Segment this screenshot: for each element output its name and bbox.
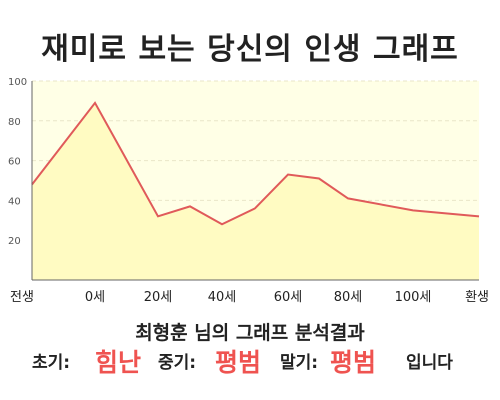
middle-label: 중기: [158,353,197,373]
y-tick-label: 20 [8,236,21,247]
early-label: 초기: [32,353,71,373]
y-tick-label: 40 [8,196,21,207]
y-tick-label: 80 [8,117,21,128]
late-value: 평범 [330,348,377,377]
life-area-fill [32,102,479,280]
x-tick-label: 40세 [208,290,237,305]
chart-title: 재미로 보는 당신의 인생 그래프 [41,32,459,67]
x-tick-label: 20세 [144,290,173,305]
x-tick-label: 0세 [85,290,105,305]
x-tick-label: 60세 [274,290,303,305]
y-tick-label: 100 [8,77,27,88]
x-tick-label: 100세 [395,290,432,305]
y-tick-label: 60 [8,157,21,168]
x-tick-label: 80세 [334,290,363,305]
analysis-heading: 최형훈 님의 그래프 분석결과 [135,322,365,344]
middle-value: 평범 [215,348,262,377]
early-value: 힘난 [95,348,142,377]
life-line [31,101,480,226]
x-tick-label: 전생 [10,290,34,305]
x-tick-label: 환생 [465,290,489,305]
late-label: 말기: [280,353,319,373]
ending-text: 입니다 [406,353,453,373]
